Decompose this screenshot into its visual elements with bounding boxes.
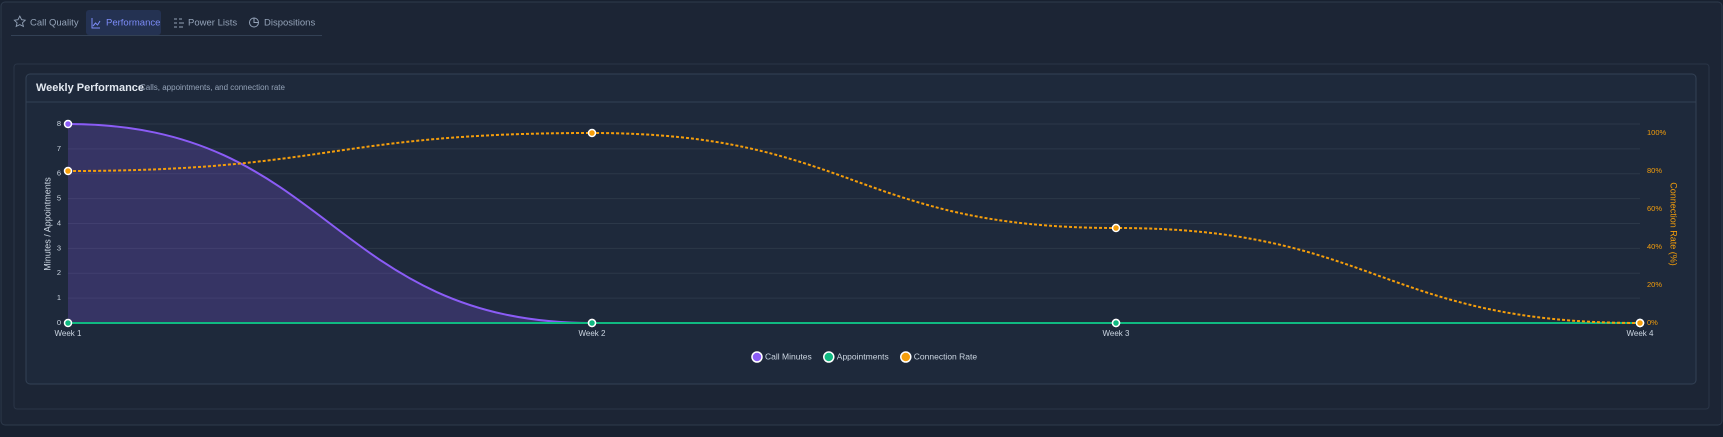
point: [1111, 318, 1121, 328]
point: [63, 166, 73, 176]
icon: [91, 18, 101, 29]
point: [1635, 318, 1645, 328]
x-tick-label: Week 2: [579, 329, 607, 338]
y2-tick-label: 0%: [1647, 318, 1658, 327]
legend-label: Connection Rate: [914, 351, 978, 361]
point: [587, 318, 597, 328]
y-tick-label: 7: [57, 144, 61, 153]
y-tick-label: 5: [57, 194, 61, 203]
x-tick-label: Week 3: [1103, 329, 1131, 338]
area: [68, 124, 1640, 323]
legend-swatch: [823, 351, 835, 363]
card: [25, 73, 1697, 385]
x-tick-label: Week 4: [1627, 329, 1655, 338]
active-tab-bg: [86, 10, 161, 35]
line: [67, 131, 1641, 324]
point: [1111, 223, 1121, 233]
chart-subtitle: Calls, appointments, and connection rate: [140, 83, 286, 92]
y-tick-label: 6: [57, 169, 61, 178]
tabs: Call Quality Performance Power Lists Dis…: [30, 18, 315, 29]
point: [63, 318, 73, 328]
tab[interactable]: Call Quality: [30, 18, 79, 29]
legend-label: Call Minutes: [765, 351, 812, 361]
y2-tick-label: 40%: [1647, 242, 1662, 251]
tab[interactable]: Power Lists: [188, 18, 237, 29]
y2-tick-label: 100%: [1647, 128, 1667, 137]
x-tick-label: Week 1: [55, 329, 83, 338]
y-tick-label: 1: [57, 293, 61, 302]
icon: [174, 18, 184, 28]
icon: [13, 15, 27, 28]
chart-title: Weekly Performance: [36, 82, 144, 94]
icon: [253, 18, 259, 23]
y-tick-label: 2: [57, 268, 61, 277]
y-tick-label: 0: [57, 318, 61, 327]
y-tick-label: 8: [57, 119, 61, 128]
y-tick-label: 4: [57, 218, 61, 227]
point: [587, 128, 597, 138]
y-tick-label: 3: [57, 243, 61, 252]
tab[interactable]: Dispositions: [264, 18, 315, 29]
y2-tick-label: 20%: [1647, 280, 1662, 289]
y2-tick-label: 60%: [1647, 204, 1662, 213]
y-axis-label: Minutes / Appointments: [42, 177, 52, 271]
legend-label: Appointments: [837, 351, 889, 361]
card-outer: [13, 63, 1710, 410]
y2-axis-label: Connection Rate (%): [1669, 182, 1679, 266]
tab-icons: [13, 15, 259, 29]
tab[interactable]: Performance: [106, 18, 160, 29]
y2-tick-label: 80%: [1647, 166, 1662, 175]
point: [63, 119, 73, 129]
legend-swatch: [751, 351, 763, 363]
legend-swatch: [900, 351, 912, 363]
